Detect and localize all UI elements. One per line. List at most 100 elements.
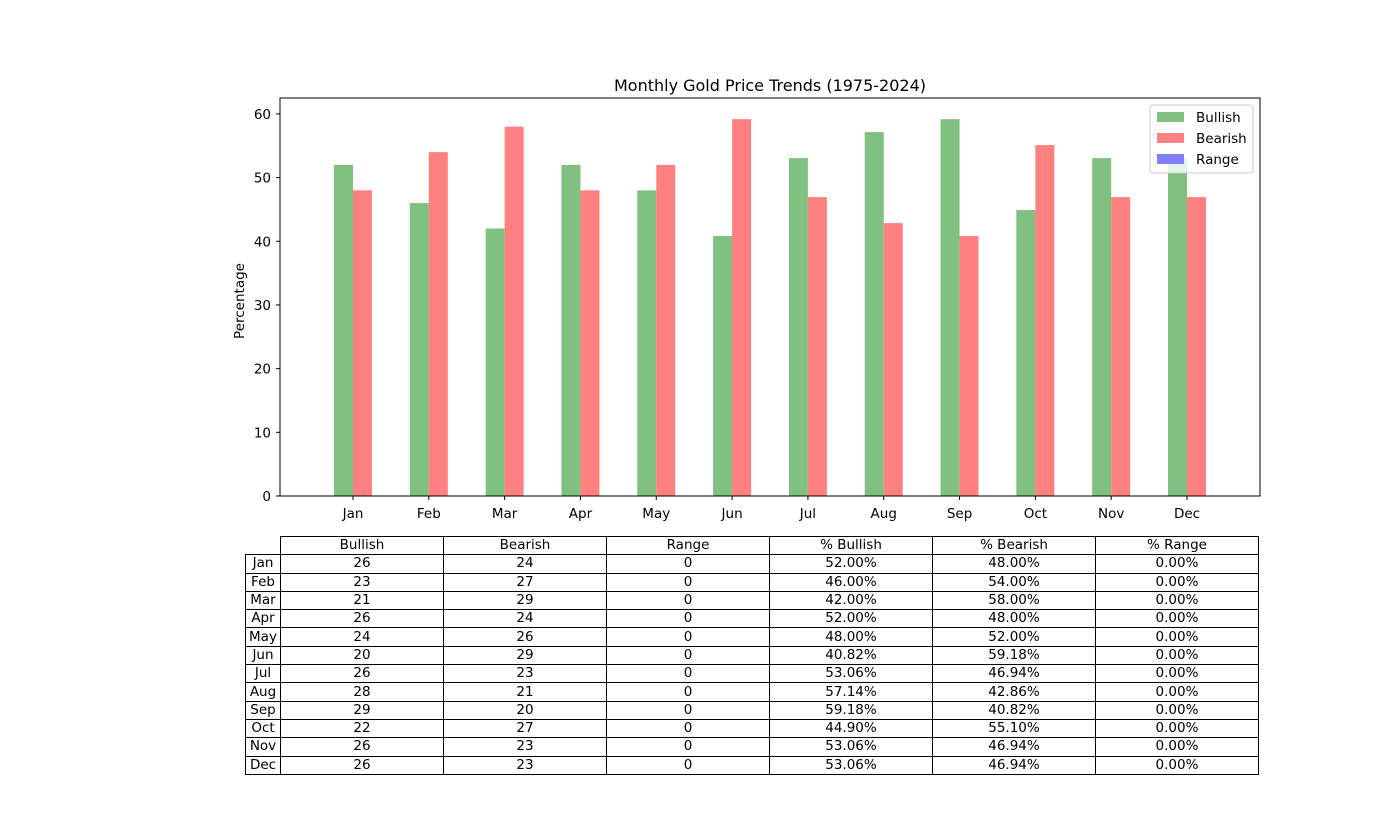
table-cell: 20 xyxy=(443,700,607,720)
bars-group xyxy=(334,119,1206,497)
table-cell: 27 xyxy=(443,718,607,739)
x-tick-label: Jul xyxy=(799,506,816,522)
table-cell: 46.94% xyxy=(932,737,1096,757)
table-cell: 23 xyxy=(443,664,607,684)
table-cell: 24 xyxy=(443,554,607,574)
y-tick-label: 60 xyxy=(254,107,271,123)
table-row: Aug 28 21 0 57.14% 42.86% 0.00% xyxy=(245,682,1259,702)
table-row-label: Dec xyxy=(245,755,281,775)
bar-bullish-may xyxy=(637,190,657,496)
table-cell: 0.00% xyxy=(1095,554,1259,574)
x-tick-label: Feb xyxy=(417,506,441,522)
y-tick-label: 40 xyxy=(254,234,271,250)
table-cell: 0.00% xyxy=(1095,609,1259,629)
x-tick-label: Jun xyxy=(721,506,743,522)
table-row-label: Jan xyxy=(245,554,281,574)
bar-bearish-dec xyxy=(1187,197,1206,496)
bar-bearish-jun xyxy=(732,119,752,496)
table-cell: 0.00% xyxy=(1095,755,1259,775)
y-tick-label: 30 xyxy=(254,298,271,314)
table-row: Nov 26 23 0 53.06% 46.94% 0.00% xyxy=(245,737,1259,757)
x-tick-label: Aug xyxy=(871,506,897,522)
table-cell: 0 xyxy=(606,590,770,611)
table-cell: 0 xyxy=(606,755,770,775)
x-tick-label: Mar xyxy=(492,506,518,522)
x-tick-label: Apr xyxy=(569,506,593,522)
table-cell: 59.18% xyxy=(769,700,933,720)
table-column-header: Bullish xyxy=(280,535,444,556)
table-cell: 53.06% xyxy=(769,664,933,684)
bar-bullish-aug xyxy=(864,132,884,496)
bar-bullish-jan xyxy=(334,164,353,497)
x-tick-label: Oct xyxy=(1024,506,1047,522)
table-cell: 21 xyxy=(280,590,444,611)
table-cell: 0.00% xyxy=(1095,664,1259,684)
bar-bullish-sep xyxy=(940,119,960,496)
legend-swatch-range xyxy=(1157,154,1184,164)
table-cell: 42.00% xyxy=(769,590,933,611)
x-tick-label: May xyxy=(642,506,670,522)
table-cell: 0 xyxy=(606,737,770,757)
data-table: Bullish Bearish Range% Bullish% Bearish% R… xyxy=(245,535,1259,775)
table-cell: 48.00% xyxy=(932,609,1096,629)
table-cell: 46.94% xyxy=(932,664,1096,684)
table-cell: 29 xyxy=(443,645,607,666)
x-tick-label: Nov xyxy=(1098,506,1124,522)
table-cell: 48.00% xyxy=(932,554,1096,574)
table-cell: 23 xyxy=(443,755,607,775)
table-cell: 0 xyxy=(606,718,770,739)
table-row: May 24 26 0 48.00% 52.00% 0.00% xyxy=(245,627,1259,647)
table-cell: 24 xyxy=(443,609,607,629)
table-row: Mar 21 29 0 42.00% 58.00% 0.00% xyxy=(245,590,1259,611)
y-axis: 0 10 20 30 40 50 60 xyxy=(254,107,280,505)
bar-bearish-oct xyxy=(1035,145,1055,496)
table-cell: 23 xyxy=(280,572,444,592)
table-cell: 0.00% xyxy=(1095,700,1259,720)
table-column-header: Range xyxy=(606,535,770,556)
table-cell: 21 xyxy=(443,682,607,702)
plot-frame xyxy=(279,97,1261,497)
table-cell: 52.00% xyxy=(932,627,1096,647)
table-cell: 46.94% xyxy=(932,755,1096,775)
table-row: Oct 22 27 0 44.90% 55.10% 0.00% xyxy=(245,718,1259,739)
table-cell: 0 xyxy=(606,554,770,574)
table-row-label: Sep xyxy=(245,700,281,720)
table-cell: 26 xyxy=(443,627,607,647)
legend-label-bearish: Bearish xyxy=(1196,131,1247,147)
bar-bullish-feb xyxy=(409,203,429,496)
table-cell: 26 xyxy=(280,609,444,629)
table-cell: 29 xyxy=(280,700,444,720)
table-cell: 22 xyxy=(280,718,444,739)
table-row-label: Apr xyxy=(245,609,281,629)
table-cell: 0 xyxy=(606,572,770,592)
table-row: Feb 23 27 0 46.00% 54.00% 0.00% xyxy=(245,572,1259,592)
bar-bearish-apr xyxy=(580,190,600,496)
table-cell: 0.00% xyxy=(1095,590,1259,611)
table-row-label: Oct xyxy=(245,718,281,739)
y-tick-label: 20 xyxy=(254,362,271,378)
table-row-label: Jun xyxy=(245,645,281,666)
table-cell: 29 xyxy=(443,590,607,611)
y-tick-label: 50 xyxy=(254,171,271,187)
table-row-label: Nov xyxy=(245,737,281,757)
legend: Bullish Bearish Range xyxy=(1149,104,1254,174)
legend-label-range: Range xyxy=(1196,152,1239,168)
bar-bearish-mar xyxy=(504,126,524,496)
table-header-row: Bullish Bearish Range% Bullish% Bearish% R… xyxy=(246,535,1259,556)
y-tick-label: 10 xyxy=(254,425,271,441)
table-row: Apr 26 24 0 52.00% 48.00% 0.00% xyxy=(245,609,1259,629)
table-cell: 57.14% xyxy=(769,682,933,702)
table-cell: 54.00% xyxy=(932,572,1096,592)
chart-title: Monthly Gold Price Trends (1975-2024) xyxy=(614,76,926,95)
table-cell: 0 xyxy=(606,682,770,702)
table-row: Dec 26 23 0 53.06% 46.94% 0.00% xyxy=(245,755,1259,775)
table-column-header: % Bullish xyxy=(769,535,933,556)
table-row: Jun 20 29 0 40.82% 59.18% 0.00% xyxy=(245,645,1259,666)
bar-bullish-jun xyxy=(713,236,733,496)
table-cell: 26 xyxy=(280,554,444,574)
table-row-label: Mar xyxy=(245,590,281,611)
table-cell: 52.00% xyxy=(769,554,933,574)
table-row-label: Feb xyxy=(245,572,281,592)
legend-label-bullish: Bullish xyxy=(1196,110,1241,126)
legend-swatch-bearish xyxy=(1157,133,1184,143)
